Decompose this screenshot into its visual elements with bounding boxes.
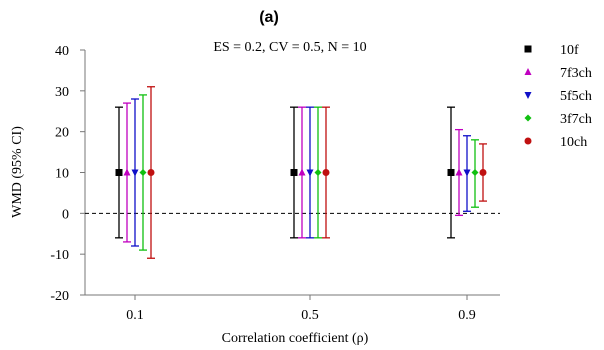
- legend-label: 7f3ch: [560, 66, 592, 81]
- chart-subtitle: ES = 0.2, CV = 0.5, N = 10: [213, 40, 366, 55]
- y-tick-label: -10: [50, 248, 69, 263]
- data-point: [323, 169, 330, 176]
- legend-label: 10ch: [560, 135, 587, 150]
- data-point: [291, 169, 298, 176]
- data-point: [464, 170, 471, 177]
- legend-label: 10f: [560, 43, 579, 58]
- legend: 10f 7f3ch 5f5ch 3f7ch 10ch: [525, 43, 592, 150]
- data-point: [132, 170, 139, 177]
- y-tick-label: -20: [50, 289, 69, 304]
- data-point: [116, 169, 123, 176]
- legend-marker: [525, 138, 532, 145]
- y-tick-label: 20: [55, 126, 69, 141]
- y-axis-label: WMD (95% CI): [10, 126, 25, 218]
- data-point: [148, 169, 155, 176]
- legend-marker: [525, 46, 532, 53]
- legend-label: 3f7ch: [560, 112, 592, 127]
- x-tick-label: 0.9: [458, 308, 476, 323]
- x-axis-label: Correlation coefficient (ρ): [222, 331, 369, 346]
- series-10f: [115, 107, 455, 238]
- data-point: [448, 169, 455, 176]
- panel-label: (a): [259, 9, 279, 26]
- plot-area: -20 -10 0 10 20 30 40 0.1 0.5 0.9: [50, 44, 500, 323]
- data-point: [124, 169, 131, 176]
- x-tick-label: 0.1: [126, 308, 144, 323]
- data-point: [299, 169, 306, 176]
- legend-marker: [525, 92, 532, 99]
- y-tick-label: 0: [62, 207, 69, 222]
- y-tick-label: 10: [55, 167, 69, 182]
- data-point: [480, 169, 487, 176]
- x-tick-label: 0.5: [301, 308, 319, 323]
- data-point: [307, 170, 314, 177]
- data-point: [315, 169, 322, 176]
- y-tick-label: 40: [55, 44, 69, 59]
- data-point: [140, 169, 147, 176]
- legend-marker: [525, 68, 532, 75]
- data-point: [472, 169, 479, 176]
- legend-marker: [525, 115, 532, 122]
- data-point: [456, 169, 463, 176]
- legend-label: 5f5ch: [560, 89, 592, 104]
- y-tick-label: 30: [55, 85, 69, 100]
